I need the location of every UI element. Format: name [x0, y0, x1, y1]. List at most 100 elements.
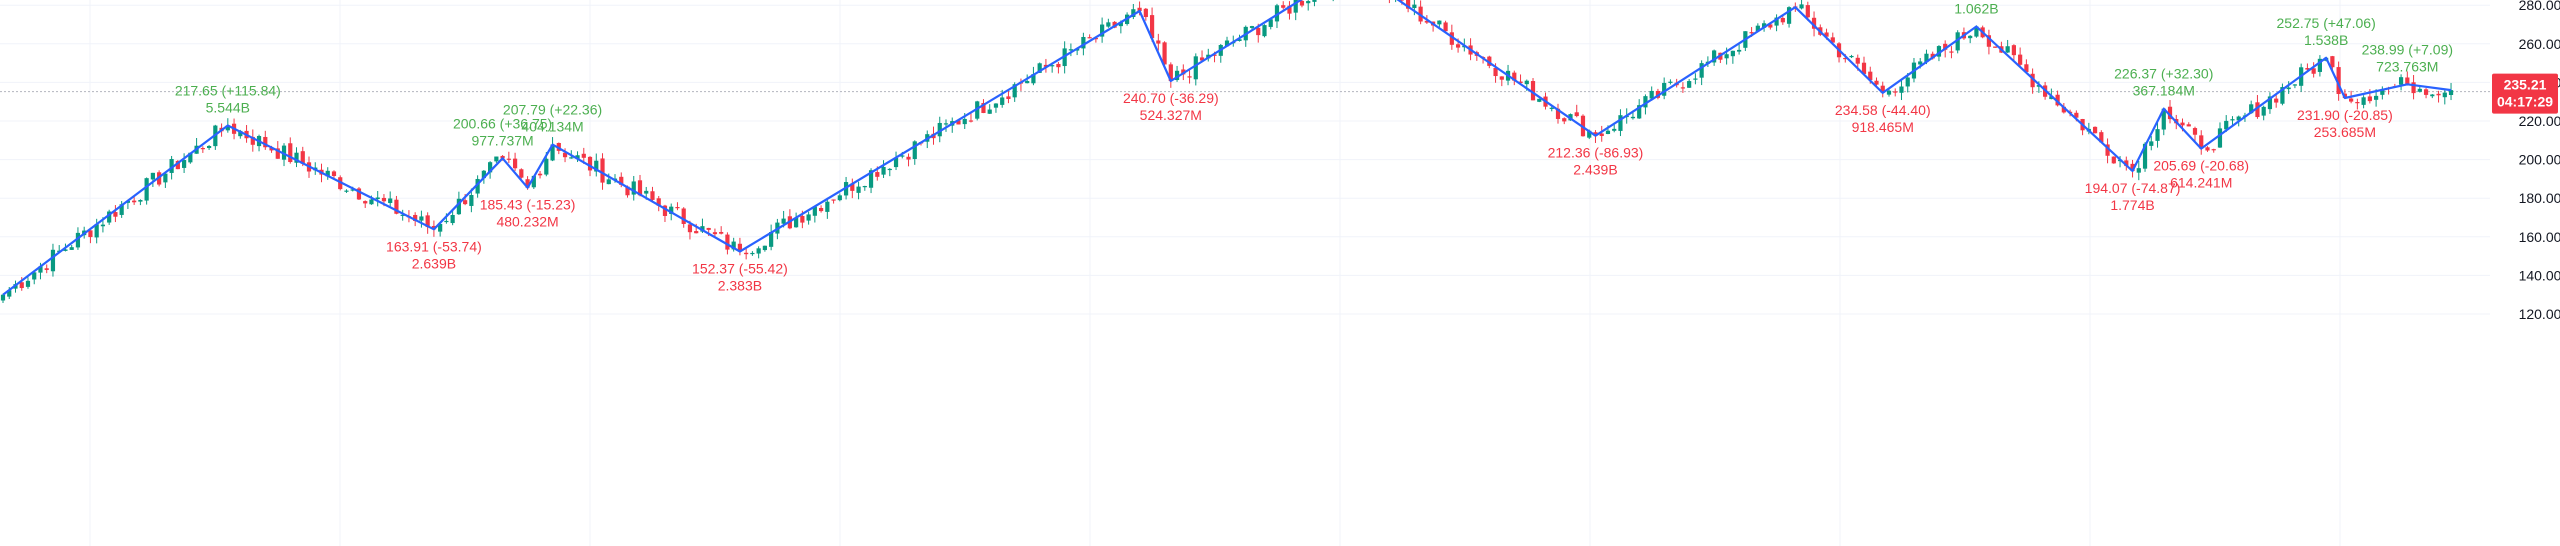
- candle[interactable]: [288, 137, 293, 164]
- candle[interactable]: [2049, 88, 2054, 100]
- candle[interactable]: [263, 130, 268, 150]
- candle[interactable]: [943, 119, 949, 132]
- candle[interactable]: [2286, 81, 2291, 94]
- candle[interactable]: [906, 153, 911, 167]
- candle[interactable]: [893, 151, 899, 171]
- candle[interactable]: [1861, 56, 1867, 76]
- candle[interactable]: [69, 244, 74, 250]
- candle[interactable]: [2136, 160, 2141, 181]
- candle[interactable]: [812, 205, 817, 223]
- candle[interactable]: [2311, 62, 2316, 78]
- candle[interactable]: [2361, 95, 2366, 109]
- candle[interactable]: [1394, 0, 1398, 3]
- candle[interactable]: [2167, 100, 2173, 124]
- candle[interactable]: [1786, 6, 1792, 28]
- candle[interactable]: [2380, 86, 2385, 100]
- candle[interactable]: [294, 147, 299, 168]
- candle[interactable]: [1986, 29, 1992, 55]
- candle[interactable]: [1299, 0, 1305, 8]
- candle[interactable]: [744, 248, 749, 260]
- candle[interactable]: [1774, 14, 1779, 32]
- candle[interactable]: [1312, 0, 1317, 7]
- candle[interactable]: [2024, 59, 2029, 73]
- candle[interactable]: [388, 191, 393, 208]
- candle[interactable]: [987, 104, 992, 114]
- candle[interactable]: [993, 103, 999, 113]
- candle[interactable]: [968, 113, 974, 123]
- candle[interactable]: [1968, 35, 1973, 44]
- candle[interactable]: [1637, 99, 1642, 119]
- candle[interactable]: [856, 181, 861, 200]
- candle[interactable]: [2124, 156, 2129, 171]
- candle[interactable]: [1068, 43, 1073, 57]
- candle[interactable]: [1331, 0, 1335, 2]
- candle[interactable]: [762, 245, 767, 252]
- candle[interactable]: [1799, 0, 1804, 10]
- candle[interactable]: [2411, 75, 2416, 100]
- candle[interactable]: [2092, 126, 2098, 134]
- candle[interactable]: [2267, 92, 2273, 114]
- candle[interactable]: [937, 116, 942, 143]
- candle[interactable]: [1780, 16, 1785, 25]
- candle[interactable]: [113, 205, 118, 223]
- candle[interactable]: [575, 151, 580, 163]
- candle[interactable]: [1162, 41, 1167, 67]
- candle[interactable]: [2423, 88, 2429, 99]
- candle[interactable]: [213, 124, 218, 150]
- candle[interactable]: [469, 188, 474, 213]
- candle[interactable]: [631, 175, 636, 201]
- candle[interactable]: [356, 187, 362, 200]
- candle[interactable]: [1874, 77, 1879, 86]
- candle[interactable]: [250, 129, 255, 152]
- candle[interactable]: [1406, 0, 1411, 13]
- candle[interactable]: [1306, 0, 1311, 11]
- candle[interactable]: [475, 175, 480, 198]
- candle[interactable]: [912, 140, 917, 165]
- candle[interactable]: [831, 199, 836, 204]
- candle[interactable]: [1530, 78, 1536, 101]
- candle[interactable]: [1849, 54, 1854, 59]
- candle[interactable]: [862, 185, 867, 191]
- candle[interactable]: [1281, 1, 1286, 10]
- candle[interactable]: [1131, 3, 1136, 20]
- candle[interactable]: [850, 178, 855, 199]
- candle[interactable]: [2417, 86, 2422, 93]
- candle[interactable]: [1056, 61, 1061, 74]
- candle[interactable]: [756, 246, 761, 259]
- candle[interactable]: [1893, 88, 1898, 97]
- candle[interactable]: [1574, 104, 1579, 118]
- candle[interactable]: [2105, 138, 2110, 164]
- candle[interactable]: [206, 145, 212, 150]
- candle[interactable]: [1712, 49, 1717, 66]
- candle[interactable]: [194, 138, 199, 154]
- candle[interactable]: [1537, 98, 1542, 103]
- candle[interactable]: [887, 168, 892, 177]
- candle[interactable]: [975, 100, 980, 121]
- candle[interactable]: [2149, 135, 2154, 151]
- candle[interactable]: [2274, 94, 2279, 108]
- candle[interactable]: [650, 186, 655, 202]
- candle[interactable]: [2199, 130, 2204, 155]
- candle[interactable]: [881, 160, 886, 178]
- candle[interactable]: [806, 211, 811, 225]
- candle[interactable]: [2018, 47, 2023, 67]
- candle[interactable]: [1955, 30, 1960, 54]
- candle[interactable]: [2336, 61, 2341, 101]
- candle[interactable]: [1680, 82, 1686, 93]
- candle[interactable]: [1100, 17, 1105, 43]
- candle[interactable]: [1649, 86, 1654, 100]
- candle[interactable]: [1737, 42, 1742, 55]
- candle[interactable]: [506, 151, 511, 163]
- candle[interactable]: [2355, 98, 2360, 110]
- candle[interactable]: [2211, 148, 2216, 153]
- candle[interactable]: [325, 167, 330, 180]
- candle[interactable]: [1087, 34, 1092, 39]
- candle[interactable]: [25, 277, 31, 289]
- candle[interactable]: [400, 209, 405, 221]
- candle[interactable]: [1499, 76, 1504, 87]
- candle[interactable]: [750, 251, 755, 256]
- candle[interactable]: [1949, 46, 1954, 59]
- candle[interactable]: [1662, 77, 1667, 100]
- candle[interactable]: [2448, 82, 2454, 101]
